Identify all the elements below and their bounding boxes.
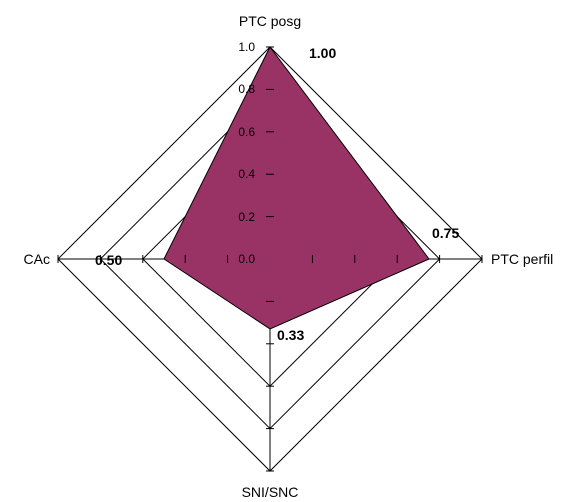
data-label-sni-snc: 0.33	[277, 327, 304, 343]
tick-marks	[57, 46, 483, 472]
axis-label-ptc-perfil: PTC perfil	[491, 251, 553, 267]
tick-label-0.2: 0.2	[238, 210, 255, 224]
data-label-cac: 0.50	[95, 252, 122, 268]
data-polygon	[163, 46, 430, 330]
tick-label-0.8: 0.8	[238, 82, 255, 96]
data-label-ptc-posg: 1.00	[309, 45, 336, 61]
axis-label-ptc-posg: PTC posg	[239, 13, 301, 29]
tick-label-0.0: 0.0	[238, 252, 255, 266]
axis-label-cac: CAc	[24, 251, 50, 267]
data-label-ptc-perfil: 0.75	[432, 225, 459, 241]
tick-label-0.4: 0.4	[238, 167, 255, 181]
axis-label-sni-snc: SNI/SNC	[242, 484, 299, 500]
tick-label-0.6: 0.6	[238, 125, 255, 139]
tick-label-1.0: 1.0	[238, 40, 255, 54]
data-series	[163, 46, 430, 330]
